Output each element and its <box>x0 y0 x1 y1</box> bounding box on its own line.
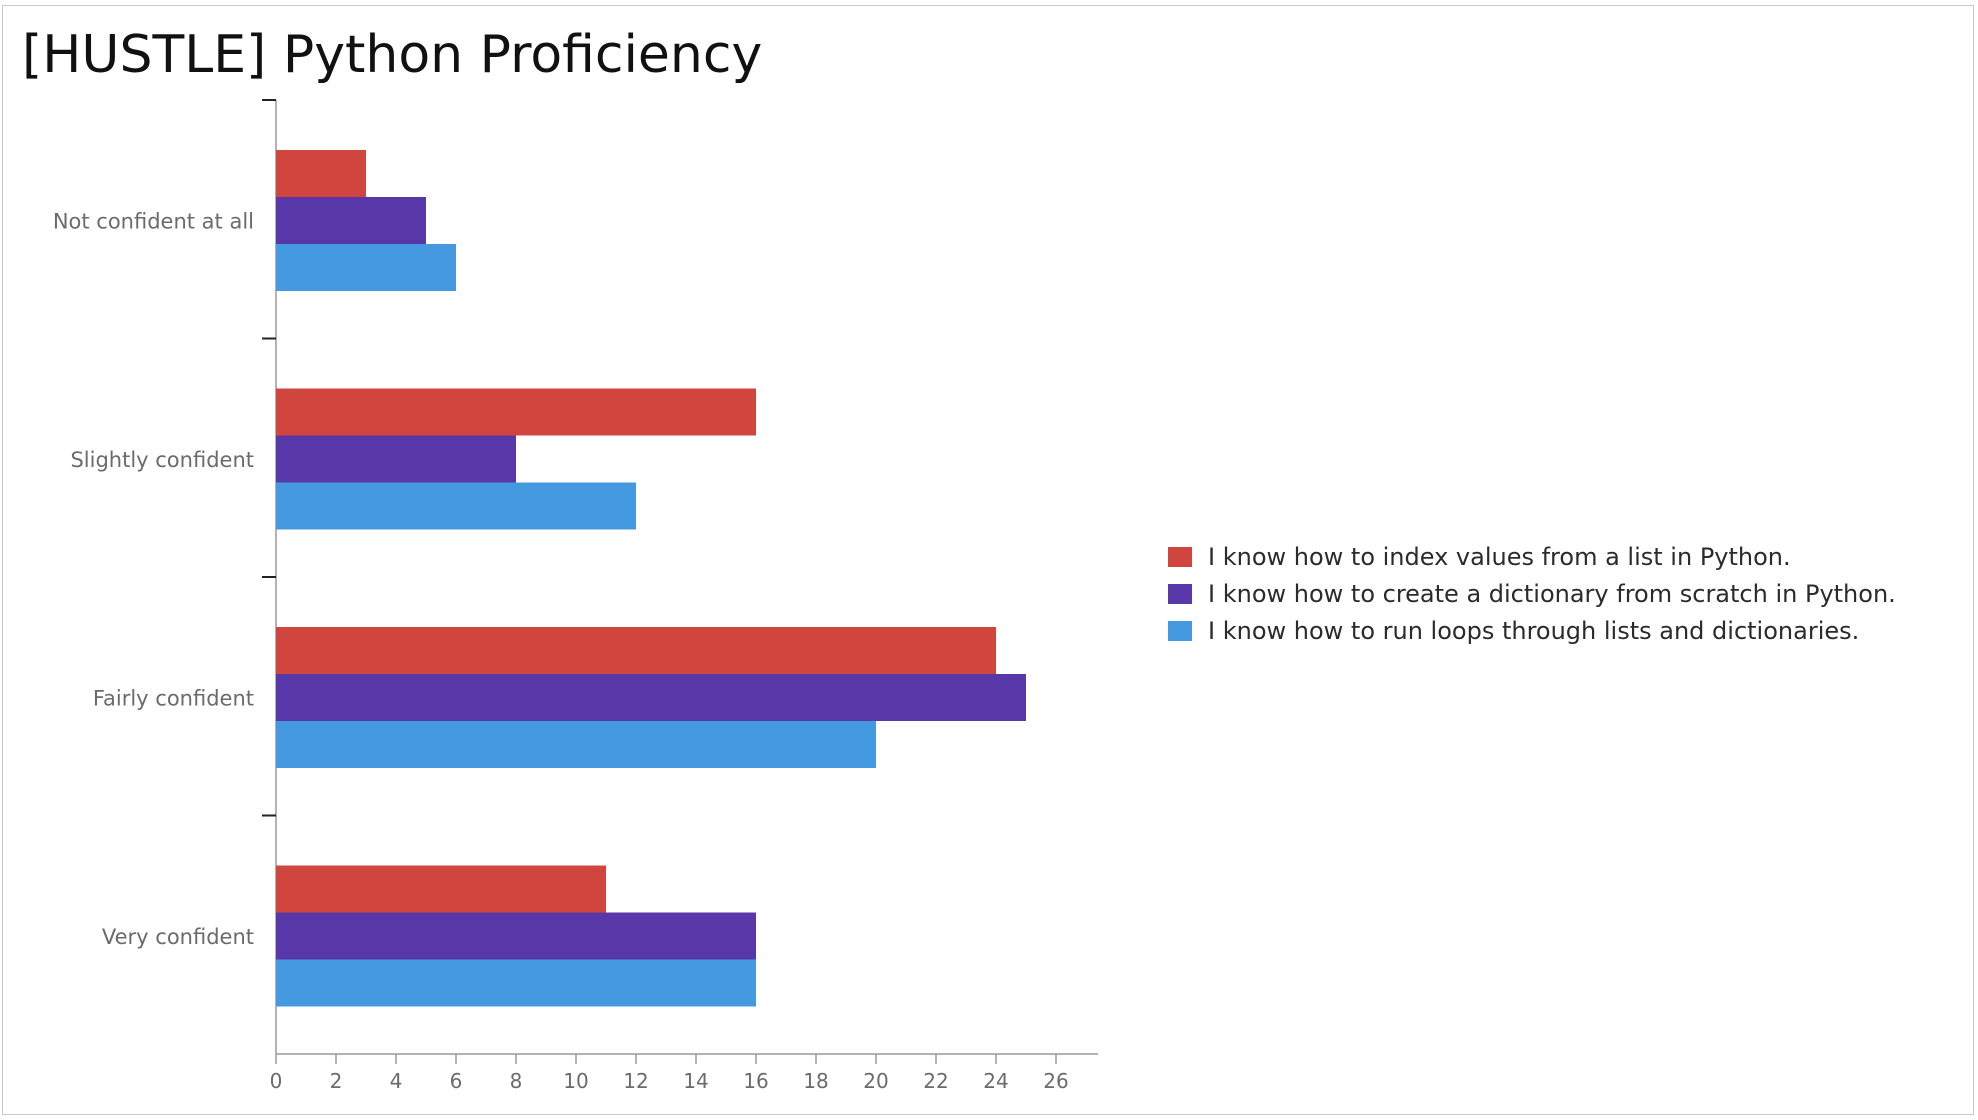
legend-item: I know how to run loops through lists an… <box>1168 612 1896 649</box>
x-tick-label: 0 <box>270 1069 283 1093</box>
chart-legend: I know how to index values from a list i… <box>1168 538 1896 649</box>
bar-3-1 <box>276 244 456 291</box>
legend-item: I know how to index values from a list i… <box>1168 538 1896 575</box>
legend-swatch <box>1168 546 1192 567</box>
x-tick-label: 26 <box>1043 1069 1068 1093</box>
legend-swatch <box>1168 620 1192 641</box>
x-tick-label: 10 <box>563 1069 588 1093</box>
chart-title: [HUSTLE] Python Proficiency <box>22 25 763 85</box>
bar-2-3 <box>276 674 1026 721</box>
bar-3-3 <box>276 721 876 768</box>
x-tick-label: 22 <box>923 1069 948 1093</box>
legend-label: I know how to index values from a list i… <box>1208 542 1791 571</box>
category-label: Slightly confident <box>70 448 254 472</box>
x-tick-label: 20 <box>863 1069 888 1093</box>
category-label: Not confident at all <box>53 210 254 234</box>
x-tick-label: 8 <box>510 1069 523 1093</box>
bar-3-2 <box>276 482 636 530</box>
bar-3-4 <box>276 959 756 1007</box>
category-label: Fairly confident <box>93 687 254 711</box>
bar-2-4 <box>276 912 756 960</box>
legend-item: I know how to create a dictionary from s… <box>1168 575 1896 612</box>
legend-swatch <box>1168 583 1192 604</box>
x-tick-label: 12 <box>623 1069 648 1093</box>
bar-2-1 <box>276 197 426 244</box>
x-tick-label: 6 <box>450 1069 463 1093</box>
bar-2-2 <box>276 435 516 483</box>
legend-label: I know how to create a dictionary from s… <box>1208 579 1896 608</box>
category-label: Very confident <box>102 925 254 949</box>
legend-label: I know how to run loops through lists an… <box>1208 616 1860 645</box>
x-tick-label: 18 <box>803 1069 828 1093</box>
x-tick-label: 14 <box>683 1069 708 1093</box>
bar-1-3 <box>276 627 996 674</box>
bar-1-2 <box>276 388 756 436</box>
bar-1-4 <box>276 865 606 913</box>
x-tick-label: 2 <box>330 1069 343 1093</box>
x-tick-label: 16 <box>743 1069 768 1093</box>
x-tick-label: 24 <box>983 1069 1008 1093</box>
x-tick-label: 4 <box>390 1069 403 1093</box>
bar-1-1 <box>276 150 366 197</box>
